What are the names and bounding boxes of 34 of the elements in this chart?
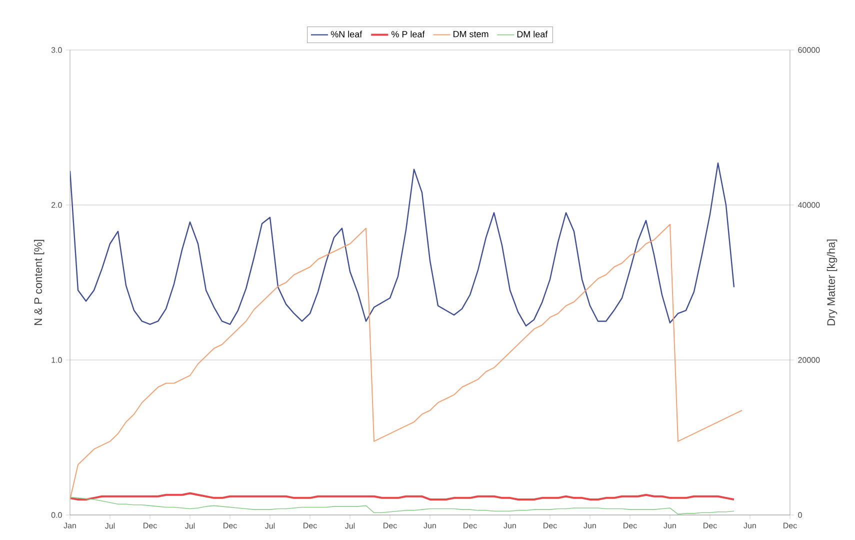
x-tick-label: Jun xyxy=(744,522,756,528)
x-tick-label: Jun xyxy=(664,522,676,528)
y2-axis-title: Dry Matter [kg/ha] xyxy=(826,240,838,326)
x-tick-label: Dec xyxy=(624,522,637,528)
x-tick-label: Jun xyxy=(584,522,596,528)
x-tick-label: Dec xyxy=(384,522,397,528)
y2-tick-label: 60000 xyxy=(798,47,820,53)
x-tick-label: Dec xyxy=(784,522,797,528)
legend-label: %N leaf xyxy=(330,30,362,38)
line-series xyxy=(70,162,735,326)
x-tick-label: Jul xyxy=(105,522,115,529)
y-tick-label: 0.0 xyxy=(51,512,62,518)
x-tick-label: Jul xyxy=(345,522,355,529)
x-tick-label: Dec xyxy=(544,522,557,528)
y-tick-label: 2.0 xyxy=(51,202,62,208)
x-tick-label: Jul xyxy=(185,522,195,529)
legend-label: DM stem xyxy=(454,30,488,38)
y-axis-title: N & P content [%] xyxy=(34,240,44,325)
y2-tick-label: 0 xyxy=(798,512,802,518)
y-tick-label: 1.0 xyxy=(52,357,62,363)
x-tick-label: Dec xyxy=(144,522,157,528)
x-tick-label: Dec xyxy=(224,522,237,528)
x-tick-label: Jun xyxy=(504,522,516,528)
y2-tick-label: 20000 xyxy=(798,357,820,363)
x-tick-label: Dec xyxy=(464,522,477,528)
legend-label: % P leaf xyxy=(392,30,425,38)
y2-tick-label: 40000 xyxy=(798,202,820,208)
x-tick-label: Jul xyxy=(265,522,275,529)
x-tick-label: Jan xyxy=(64,522,76,528)
legend-label: DM leaf xyxy=(517,30,548,38)
x-tick-label: Dec xyxy=(704,522,717,528)
x-tick-label: Jun xyxy=(424,522,436,528)
y-tick-label: 3.0 xyxy=(51,47,62,53)
x-tick-label: Dec xyxy=(304,522,317,528)
